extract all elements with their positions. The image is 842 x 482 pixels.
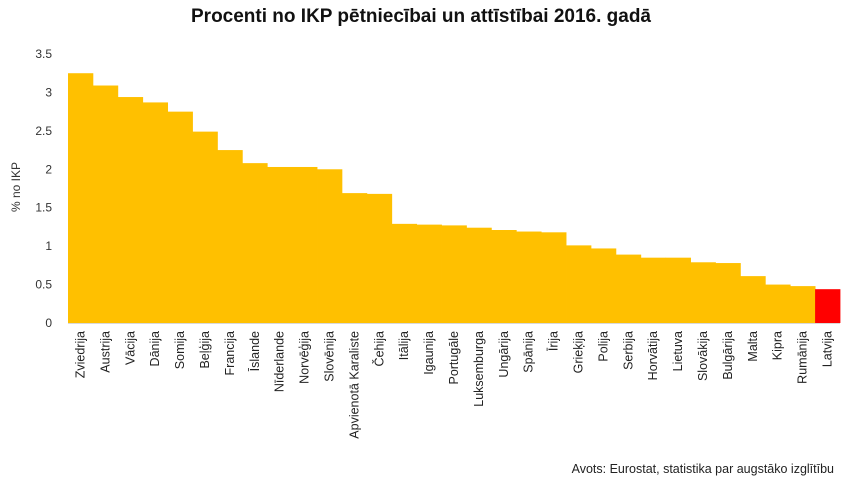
- x-tick-label: Austrija: [98, 331, 112, 373]
- x-tick-label: Igaunija: [422, 331, 436, 375]
- bar-malta: [740, 276, 766, 323]
- bar-vācija: [117, 97, 144, 323]
- bar-ungārija: [491, 230, 517, 323]
- bar-beļģija: [192, 131, 218, 323]
- bar-slovēnija: [317, 169, 343, 323]
- x-tick-label: Nīderlande: [273, 331, 287, 392]
- x-tick-label: Horvātija: [646, 331, 660, 380]
- x-tick-label: Beļģija: [198, 331, 212, 369]
- bar-zviedrija: [68, 73, 94, 323]
- bar-grieķija: [566, 245, 592, 323]
- y-tick-label: 1: [45, 239, 52, 253]
- bar-austrija: [92, 85, 119, 323]
- bar-horvātija: [640, 257, 667, 323]
- bar-rumānija: [790, 286, 816, 323]
- x-tick-label: Lietuva: [671, 331, 685, 371]
- bar-apvienotā-karaliste: [341, 193, 368, 323]
- x-tick-label: Kipra: [771, 331, 785, 360]
- x-tick-label: Itālija: [397, 331, 411, 360]
- y-tick-label: 2.5: [35, 124, 52, 138]
- bar-itālija: [391, 223, 418, 323]
- bar-francija: [217, 150, 243, 323]
- x-tick-label: Somija: [173, 331, 187, 369]
- y-tick-label: 2: [45, 162, 52, 176]
- x-tick-label: Dānija: [148, 331, 162, 366]
- x-tick-label: Čehija: [371, 331, 386, 366]
- x-tick-label: Slovēnija: [322, 331, 336, 382]
- y-tick-label: 0: [45, 316, 52, 330]
- x-tick-label: Īslande: [248, 331, 262, 371]
- bar-latvija: [815, 289, 841, 323]
- x-tick-label: Slovākija: [696, 331, 710, 381]
- bar-serbija: [615, 254, 642, 323]
- x-tick-label: Vācija: [123, 331, 137, 365]
- x-tick-label: Malta: [746, 331, 760, 362]
- x-tick-label: Latvija: [821, 331, 835, 367]
- chart-title: Procenti no IKP pētniecībai un attīstība…: [191, 6, 651, 27]
- y-tick-label: 1.5: [35, 201, 52, 215]
- x-tick-label: Norvēģija: [298, 331, 312, 384]
- x-tick-label: Ungārija: [497, 331, 511, 378]
- x-tick-label: Serbija: [621, 331, 635, 370]
- y-tick-label: 3.5: [35, 47, 52, 61]
- x-tick-label: Grieķija: [572, 331, 586, 373]
- bar-portugāle: [441, 225, 467, 323]
- bar-īrija: [541, 232, 567, 323]
- x-tick-label: Portugāle: [447, 331, 461, 385]
- bar-kipra: [765, 284, 791, 323]
- x-tick-label: Spānija: [522, 331, 536, 373]
- bar-slovākija: [690, 262, 716, 323]
- x-tick-label: Polija: [596, 331, 610, 362]
- y-tick-label: 0.5: [35, 278, 52, 292]
- source-note: Avots: Eurostat, statistika par augstāko…: [571, 462, 834, 476]
- bar-spānija: [516, 231, 542, 323]
- x-tick-label: Zviedrija: [73, 331, 87, 378]
- bar-lietuva: [665, 257, 691, 323]
- bar-luksemburga: [466, 227, 492, 323]
- bar-nīderlande: [267, 166, 293, 323]
- x-tick-label: Francija: [223, 331, 237, 376]
- x-tick-label: Apvienotā Karaliste: [347, 331, 361, 439]
- bar-somija: [167, 111, 193, 324]
- y-tick-label: 3: [45, 85, 52, 99]
- bar-igaunija: [416, 224, 442, 323]
- bar-bulgārija: [715, 263, 741, 323]
- x-tick-label: Rumānija: [796, 331, 810, 384]
- bar-dānija: [142, 102, 169, 323]
- x-tick-label: Bulgārija: [721, 331, 735, 380]
- bar-čehija: [366, 193, 393, 323]
- x-tick-label: Īrija: [547, 331, 561, 351]
- x-tick-label: Luksemburga: [472, 331, 486, 407]
- bar-norvēģija: [292, 166, 318, 323]
- bar-īslande: [242, 163, 268, 323]
- bar-polija: [590, 248, 617, 323]
